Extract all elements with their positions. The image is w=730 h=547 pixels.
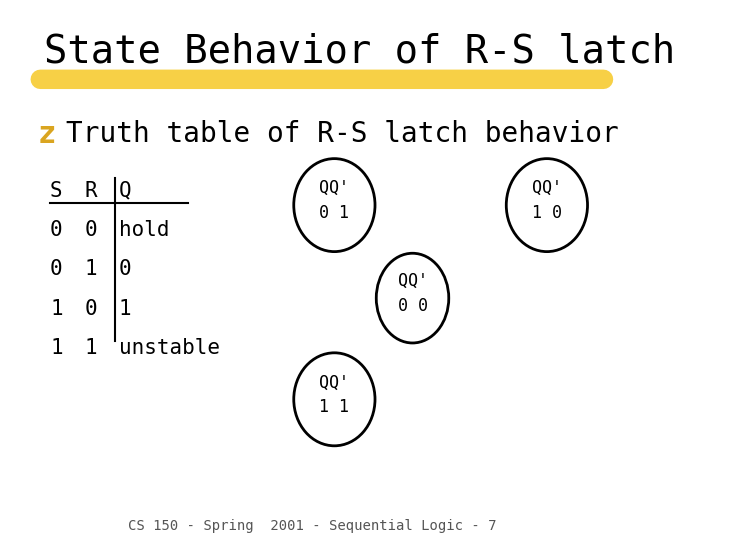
Text: 1: 1 [119, 299, 131, 319]
Text: unstable: unstable [119, 338, 220, 358]
Text: State Behavior of R-S latch: State Behavior of R-S latch [44, 33, 675, 71]
Text: R: R [85, 181, 97, 201]
Text: 1: 1 [85, 338, 97, 358]
Text: 0: 0 [85, 220, 97, 240]
Text: 1: 1 [85, 259, 97, 280]
Text: S: S [50, 181, 63, 201]
Text: z: z [37, 120, 56, 149]
Text: 0: 0 [119, 259, 131, 280]
Text: 0: 0 [85, 299, 97, 319]
Text: 1: 1 [50, 299, 63, 319]
Text: Q: Q [119, 181, 131, 201]
Text: Truth table of R-S latch behavior: Truth table of R-S latch behavior [66, 120, 618, 148]
Text: QQ'
0 0: QQ' 0 0 [398, 272, 428, 315]
Text: QQ'
1 0: QQ' 1 0 [532, 179, 562, 222]
Text: 0: 0 [50, 220, 63, 240]
Text: CS 150 - Spring  2001 - Sequential Logic - 7: CS 150 - Spring 2001 - Sequential Logic … [128, 519, 496, 533]
Text: hold: hold [119, 220, 169, 240]
Text: 1: 1 [50, 338, 63, 358]
Text: QQ'
1 1: QQ' 1 1 [320, 374, 350, 416]
Text: 0: 0 [50, 259, 63, 280]
Text: QQ'
0 1: QQ' 0 1 [320, 179, 350, 222]
